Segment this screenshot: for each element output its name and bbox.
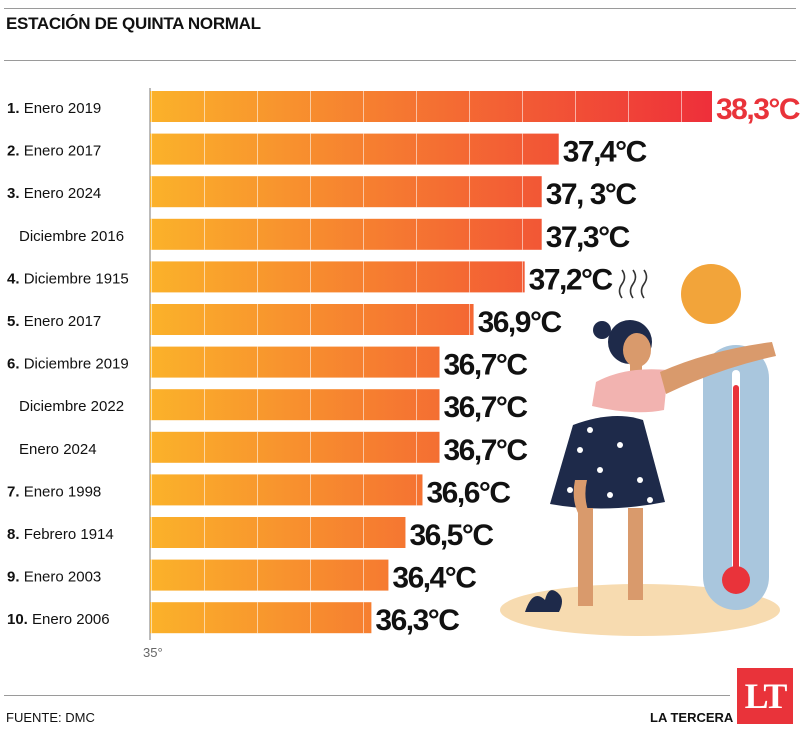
brand-name: LA TERCERA [650, 710, 734, 725]
value-label: 37,3°C [546, 221, 630, 254]
category-name: Enero 2024 [24, 185, 102, 202]
sun-icon [681, 264, 741, 324]
category-name: Enero 2017 [24, 143, 102, 160]
bar-stripes [150, 431, 440, 463]
category-name: Diciembre 1915 [24, 270, 129, 287]
bottom-rule [4, 695, 730, 696]
category-label: 8. Febrero 1914 [7, 526, 114, 543]
bar-stripes [150, 602, 372, 634]
category-name: Diciembre 2022 [19, 398, 124, 415]
value-label: 38,3°C [716, 93, 800, 126]
value-label: 37, 3°C [546, 178, 637, 211]
bar-stripes [150, 304, 474, 335]
bar-stripes [150, 559, 389, 591]
value-label: 36,7°C [444, 391, 528, 424]
category-rank: 10. [7, 611, 32, 628]
top-rule [4, 8, 796, 9]
bars-group: 1. Enero 2019 38,3°C 2. Enero 2017 37,4°C 3.… [7, 91, 800, 637]
category-label: 4. Diciembre 1915 [7, 270, 129, 287]
category-rank: 9. [7, 569, 24, 586]
heat-illustration [500, 264, 780, 636]
category-rank: 7. [7, 483, 24, 500]
heat-waves-icon [618, 269, 648, 299]
category-label: 3. Enero 2024 [7, 185, 101, 202]
category-label: 2. Enero 2017 [7, 143, 101, 160]
chart-title: ESTACIÓN DE QUINTA NORMAL [6, 14, 261, 33]
woman-figure [592, 369, 668, 413]
category-rank: 2. [7, 143, 24, 160]
value-label: 37,4°C [563, 136, 647, 169]
bar-stripes [150, 346, 440, 378]
category-name: Enero 2017 [24, 313, 102, 330]
category-label: 5. Enero 2017 [7, 313, 101, 330]
value-label: 36,3°C [375, 604, 459, 637]
value-label: 37,2°C [529, 263, 613, 296]
category-label: 9. Enero 2003 [7, 569, 101, 586]
category-label: 7. Enero 1998 [7, 483, 101, 500]
category-label: 1. Enero 2019 [7, 100, 101, 117]
source-note: FUENTE: DMC [6, 710, 95, 725]
value-label: 36,6°C [426, 476, 510, 509]
category-label: Diciembre 2016 [19, 228, 124, 245]
category-rank: 4. [7, 270, 24, 287]
category-name: Enero 2006 [32, 611, 110, 628]
category-rank: 5. [7, 313, 24, 330]
bar-stripes [150, 261, 525, 293]
category-name: Enero 2019 [24, 100, 102, 117]
bar-stripes [150, 133, 559, 165]
x-tick-label: 35° [143, 645, 163, 660]
category-label: Enero 2024 [19, 441, 97, 458]
bar-stripes [150, 218, 542, 250]
bar-chart: 1. Enero 2019 38,3°C 2. Enero 2017 37,4°C 3.… [7, 88, 800, 660]
category-rank: 3. [7, 185, 24, 202]
bar-stripes [150, 389, 440, 421]
category-name: Febrero 1914 [24, 526, 114, 543]
value-label: 36,7°C [444, 349, 528, 382]
value-label: 36,9°C [478, 306, 562, 339]
bar-stripes [150, 91, 712, 122]
title-rule [4, 60, 796, 61]
value-label: 36,5°C [409, 519, 493, 552]
value-label: 36,7°C [444, 434, 528, 467]
category-name: Diciembre 2016 [19, 228, 124, 245]
brand-logo: LT [737, 668, 793, 724]
category-name: Enero 1998 [24, 483, 102, 500]
value-label: 36,4°C [392, 562, 476, 595]
category-rank: 8. [7, 526, 24, 543]
bar-stripes [150, 474, 423, 506]
category-name: Diciembre 2019 [24, 356, 129, 373]
bar-stripes [150, 176, 542, 208]
category-label: Diciembre 2022 [19, 398, 124, 415]
category-name: Enero 2024 [19, 441, 97, 458]
category-label: 6. Diciembre 2019 [7, 356, 129, 373]
category-rank: 6. [7, 356, 24, 373]
category-rank: 1. [7, 100, 24, 117]
bar-stripes [150, 517, 406, 548]
plant-icon [525, 590, 562, 612]
category-label: 10. Enero 2006 [7, 611, 110, 628]
category-name: Enero 2003 [24, 569, 102, 586]
